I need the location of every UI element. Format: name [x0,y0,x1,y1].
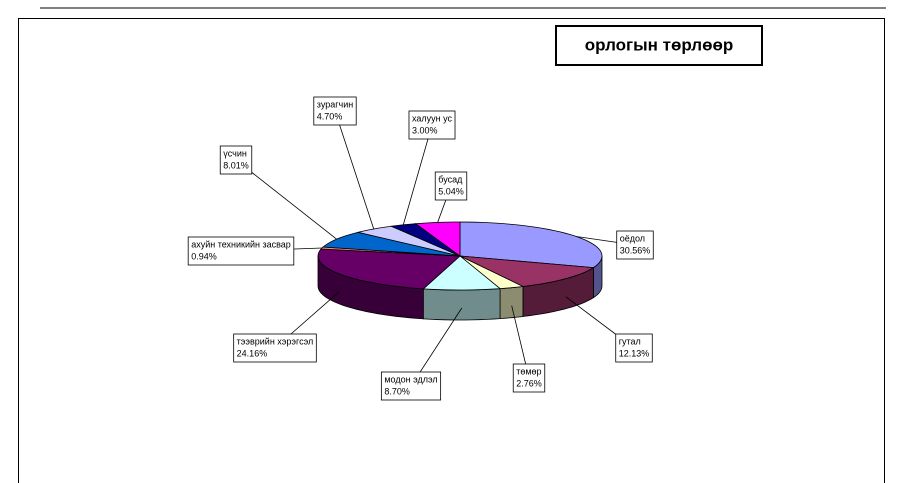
data-label: 8.01% [223,160,249,170]
pie-slice [317,248,461,290]
label-name: модон эдлэл [384,374,437,384]
label-name: ахуйн техникийн засвар [191,239,291,249]
label-box [512,363,546,393]
pie-slice [459,255,595,287]
labels: оёдол 30.56% гутал 12.13% төмөр 2.76% модон эд… [187,96,654,401]
leader-line [235,159,337,240]
pie [317,221,603,321]
title-box [555,25,763,66]
data-label: 3.00% [412,125,438,135]
pie-side [499,286,524,320]
leader-line [402,124,433,225]
chart-title: орлогын төрлөөр [585,35,734,54]
leader-line [334,110,375,230]
label-name: бусад [438,174,463,184]
label-name: үсчин [223,148,247,158]
label-name: тээврийн хэрэгсэл [237,336,314,346]
data-label: 12.13% [619,348,650,358]
data-label: 5.04% [438,186,464,196]
label-box [187,236,295,266]
data-label: 0.94% [191,251,217,261]
data-label: 30.56% [620,245,651,255]
chart-border [18,18,885,483]
data-label: 4.70% [317,111,343,121]
label-box [616,230,654,260]
data-label: 24.16% [237,348,268,358]
label-box [219,145,253,175]
pie-slice [414,221,461,257]
data-label: 2.76% [516,378,542,388]
pie-side [422,288,501,321]
label-box [408,110,456,140]
label-box [615,333,653,363]
label-name: халуун ус [412,113,453,123]
label-box [380,371,442,401]
label-box [434,171,468,201]
label-name: гутал [619,336,641,346]
label-name: зурагчин [317,99,353,109]
label-box [233,333,317,363]
label-name: оёдол [620,233,645,243]
label-box [313,96,357,126]
pie-slice [459,221,603,269]
label-name: төмөр [516,366,541,376]
data-label: 8.70% [384,386,410,396]
pie-slice [422,255,502,291]
